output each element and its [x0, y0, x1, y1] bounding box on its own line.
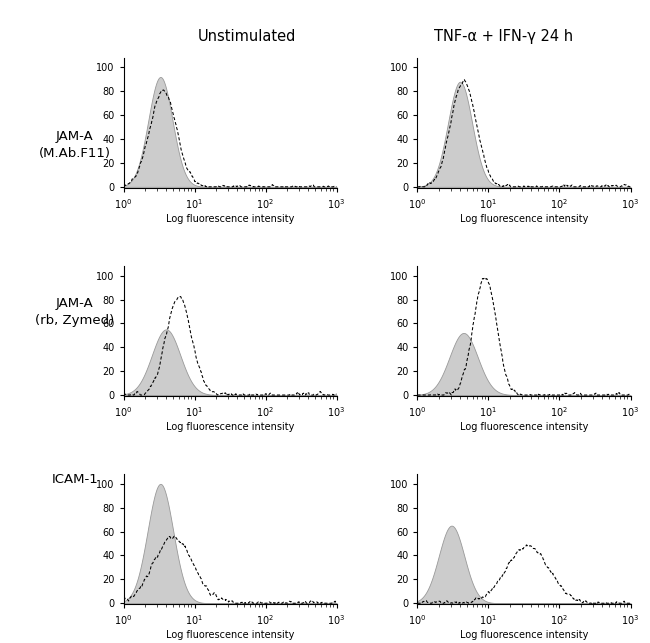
Text: JAM-A
(M.Ab.F11): JAM-A (M.Ab.F11)	[39, 130, 111, 159]
Text: ICAM-1: ICAM-1	[51, 473, 98, 485]
X-axis label: Log fluorescence intensity: Log fluorescence intensity	[166, 630, 294, 640]
X-axis label: Log fluorescence intensity: Log fluorescence intensity	[166, 422, 294, 432]
Text: JAM-A
(rb, Zymed): JAM-A (rb, Zymed)	[35, 297, 114, 327]
X-axis label: Log fluorescence intensity: Log fluorescence intensity	[460, 630, 588, 640]
X-axis label: Log fluorescence intensity: Log fluorescence intensity	[166, 213, 294, 224]
Text: Unstimulated: Unstimulated	[198, 29, 296, 44]
Text: TNF-α + IFN-γ 24 h: TNF-α + IFN-γ 24 h	[434, 29, 573, 44]
X-axis label: Log fluorescence intensity: Log fluorescence intensity	[460, 213, 588, 224]
X-axis label: Log fluorescence intensity: Log fluorescence intensity	[460, 422, 588, 432]
